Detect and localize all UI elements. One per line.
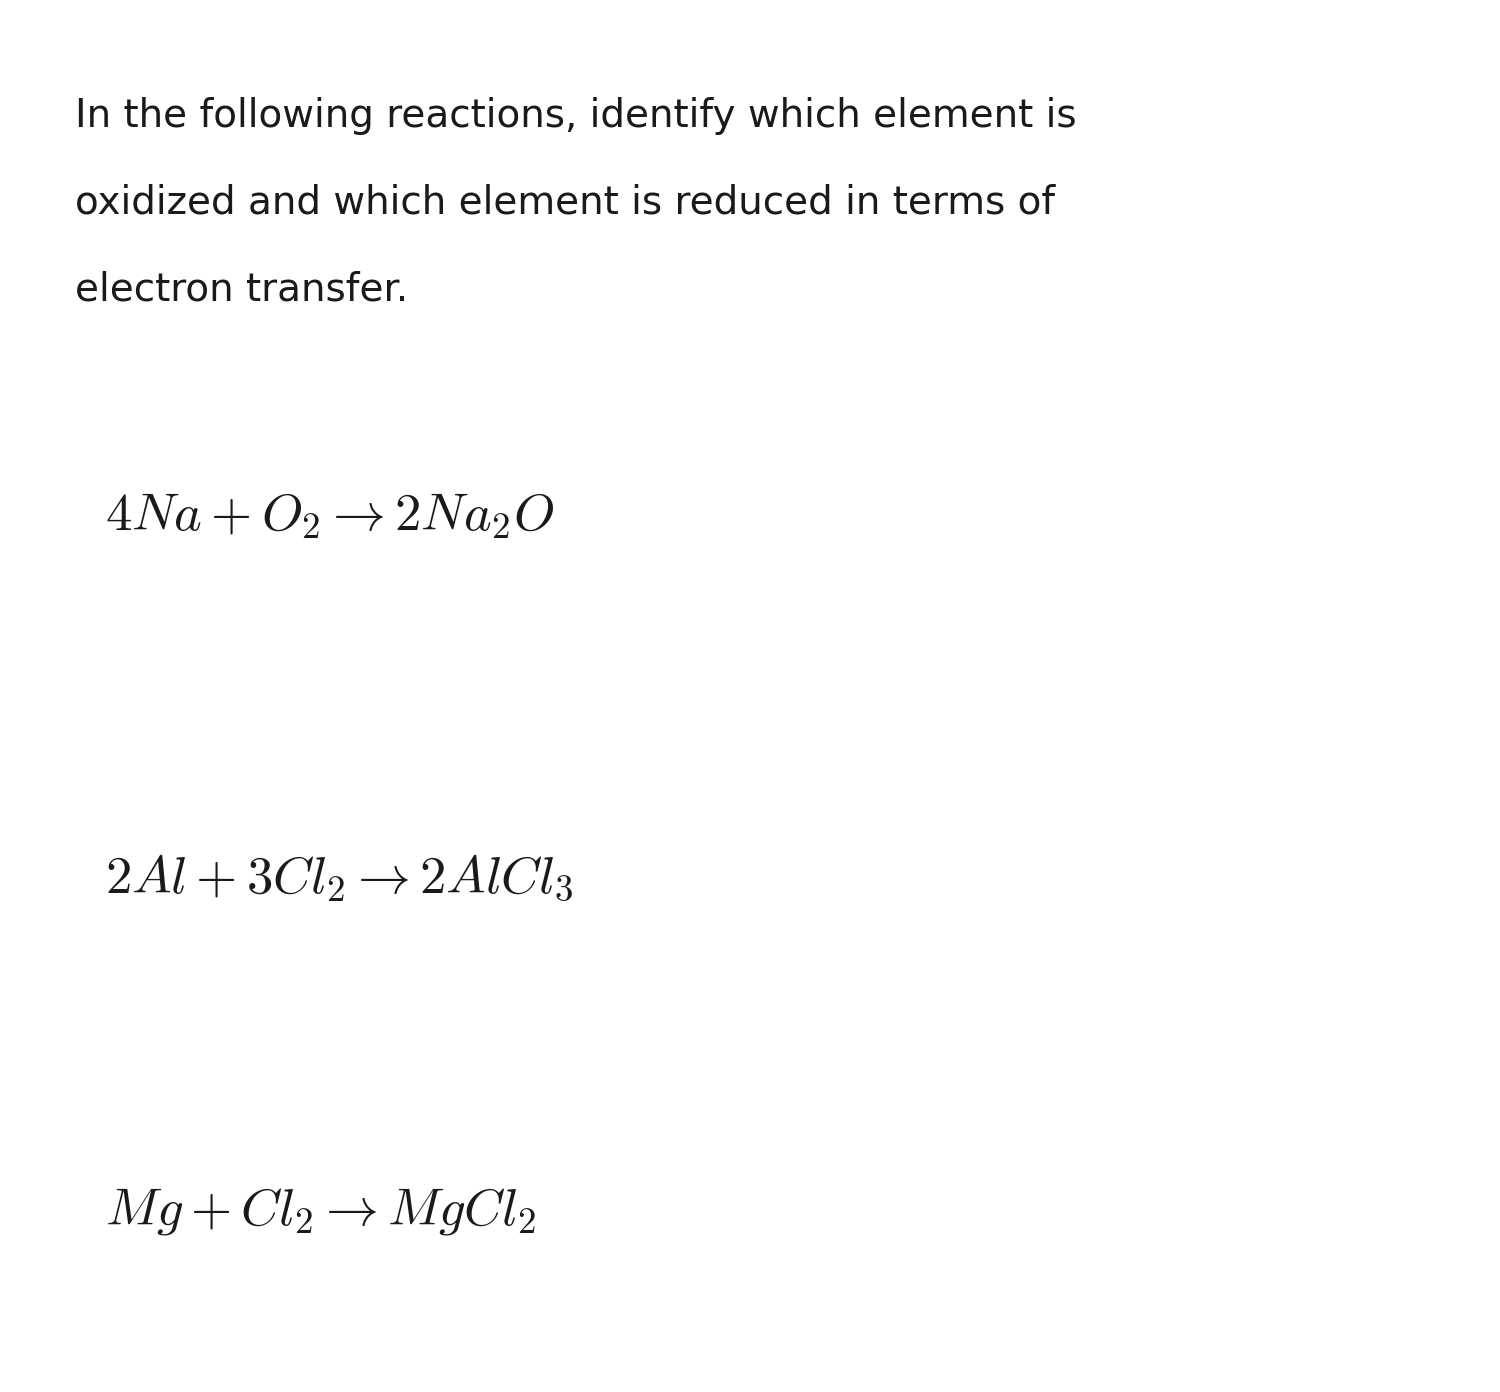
Text: $4Na + O_2 \rightarrow 2Na_2O$: $4Na + O_2 \rightarrow 2Na_2O$ [105, 489, 554, 541]
Text: In the following reactions, identify which element is: In the following reactions, identify whi… [75, 97, 1077, 135]
Text: oxidized and which element is reduced in terms of: oxidized and which element is reduced in… [75, 184, 1054, 221]
Text: $Mg + Cl_2 \rightarrow MgCl_2$: $Mg + Cl_2 \rightarrow MgCl_2$ [105, 1185, 536, 1237]
Text: electron transfer.: electron transfer. [75, 270, 408, 308]
Text: $2Al + 3Cl_2 \rightarrow 2AlCl_3$: $2Al + 3Cl_2 \rightarrow 2AlCl_3$ [105, 851, 573, 903]
